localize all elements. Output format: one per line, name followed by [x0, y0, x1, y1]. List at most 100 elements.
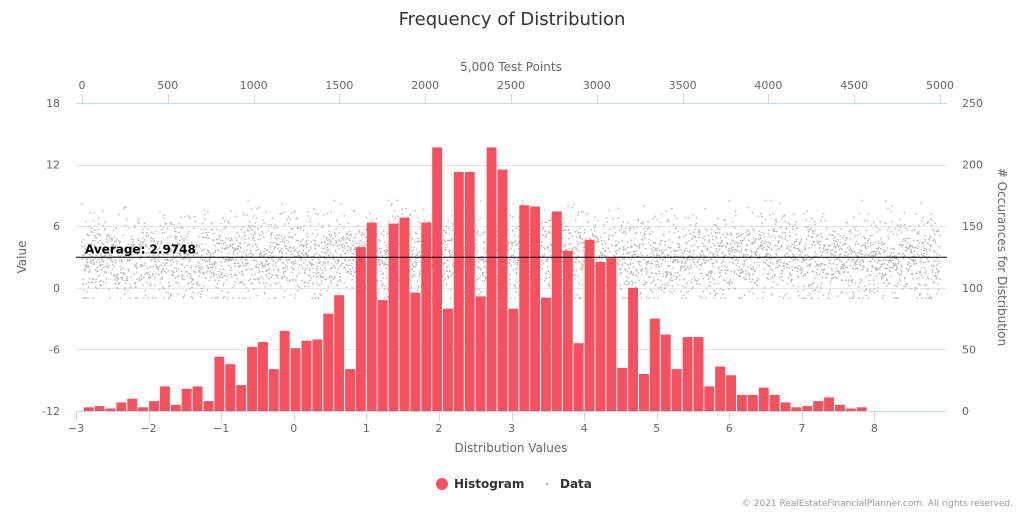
scatter-point	[739, 245, 741, 248]
scatter-point	[142, 276, 145, 279]
scatter-point	[478, 234, 480, 237]
scatter-point	[812, 270, 815, 273]
scatter-point	[443, 269, 445, 272]
scatter-point	[714, 294, 717, 297]
scatter-point	[286, 279, 289, 281]
scatter-point	[931, 268, 934, 271]
scatter-point	[934, 242, 937, 245]
scatter-point	[678, 236, 681, 238]
scatter-point	[750, 225, 753, 228]
scatter-point	[727, 250, 730, 252]
scatter-point	[216, 228, 218, 231]
scatter-point	[90, 242, 93, 245]
scatter-point	[315, 269, 318, 272]
scatter-point	[826, 238, 829, 241]
scatter-point	[515, 280, 518, 283]
scatter-point	[290, 212, 292, 215]
scatter-point	[627, 246, 629, 249]
scatter-point	[754, 252, 757, 254]
scatter-point	[606, 220, 609, 223]
scatter-point	[730, 234, 733, 236]
scatter-point	[376, 280, 379, 282]
scatter-point	[845, 242, 847, 245]
scatter-point	[648, 297, 650, 299]
scatter-point	[872, 221, 875, 224]
scatter-point	[689, 232, 692, 235]
scatter-point	[633, 227, 635, 230]
scatter-point	[751, 278, 754, 281]
scatter-point	[294, 260, 297, 262]
scatter-point	[643, 227, 646, 230]
scatter-point	[619, 284, 622, 287]
scatter-point	[540, 245, 543, 248]
scatter-point	[758, 257, 761, 260]
scatter-point	[187, 242, 190, 245]
scatter-point	[329, 240, 331, 242]
scatter-point	[550, 217, 552, 220]
scatter-point	[195, 244, 198, 247]
scatter-point	[871, 264, 874, 267]
scatter-point	[263, 291, 266, 294]
scatter-point	[348, 230, 351, 233]
scatter-point	[161, 276, 163, 279]
scatter-point	[801, 270, 803, 272]
scatter-point	[819, 265, 821, 267]
scatter-point	[274, 297, 277, 299]
scatter-point	[265, 275, 268, 278]
scatter-point	[304, 271, 306, 274]
scatter-point	[642, 243, 645, 246]
scatter-point	[824, 244, 826, 247]
scatter-point	[333, 244, 335, 247]
scatter-point	[729, 249, 731, 252]
scatter-point	[221, 276, 224, 279]
scatter-point	[848, 297, 851, 299]
scatter-point	[484, 266, 486, 269]
scatter-point	[95, 281, 97, 283]
scatter-point	[877, 286, 879, 289]
scatter-point	[861, 279, 863, 282]
scatter-point	[934, 222, 937, 225]
scatter-point	[208, 263, 211, 266]
scatter-point	[316, 276, 318, 278]
scatter-point	[208, 249, 210, 252]
scatter-point	[94, 269, 97, 271]
scatter-point	[926, 257, 928, 260]
scatter-point	[134, 297, 137, 299]
scatter-point	[931, 297, 933, 299]
scatter-point	[664, 283, 667, 285]
scatter-point	[616, 283, 619, 286]
scatter-point	[929, 297, 932, 299]
scatter-point	[215, 273, 218, 276]
scatter-point	[155, 273, 157, 276]
scatter-point	[512, 230, 514, 232]
scatter-point	[394, 217, 397, 219]
scatter-point	[273, 227, 276, 230]
scatter-point	[109, 259, 112, 262]
scatter-point	[687, 290, 690, 293]
scatter-point	[744, 269, 747, 272]
scatter-point	[282, 267, 285, 269]
scatter-point	[661, 284, 664, 286]
scatter-point	[825, 238, 827, 240]
scatter-point	[137, 237, 140, 240]
scatter-point	[322, 262, 325, 265]
scatter-point	[912, 239, 915, 242]
scatter-point	[574, 277, 577, 280]
scatter-point	[100, 279, 102, 282]
scatter-point	[112, 229, 115, 232]
scatter-point	[636, 226, 638, 229]
scatter-point	[515, 273, 518, 275]
scatter-point	[160, 242, 162, 245]
scatter-point	[716, 226, 719, 229]
scatter-point	[652, 254, 655, 256]
scatter-point	[710, 246, 712, 249]
scatter-point	[322, 275, 325, 278]
scatter-point	[309, 269, 311, 271]
scatter-point	[928, 260, 930, 263]
scatter-point	[347, 270, 350, 273]
scatter-point	[617, 248, 620, 251]
scatter-point	[328, 224, 330, 227]
scatter-point	[595, 242, 597, 244]
scatter-point	[326, 248, 328, 251]
scatter-point	[192, 283, 194, 286]
